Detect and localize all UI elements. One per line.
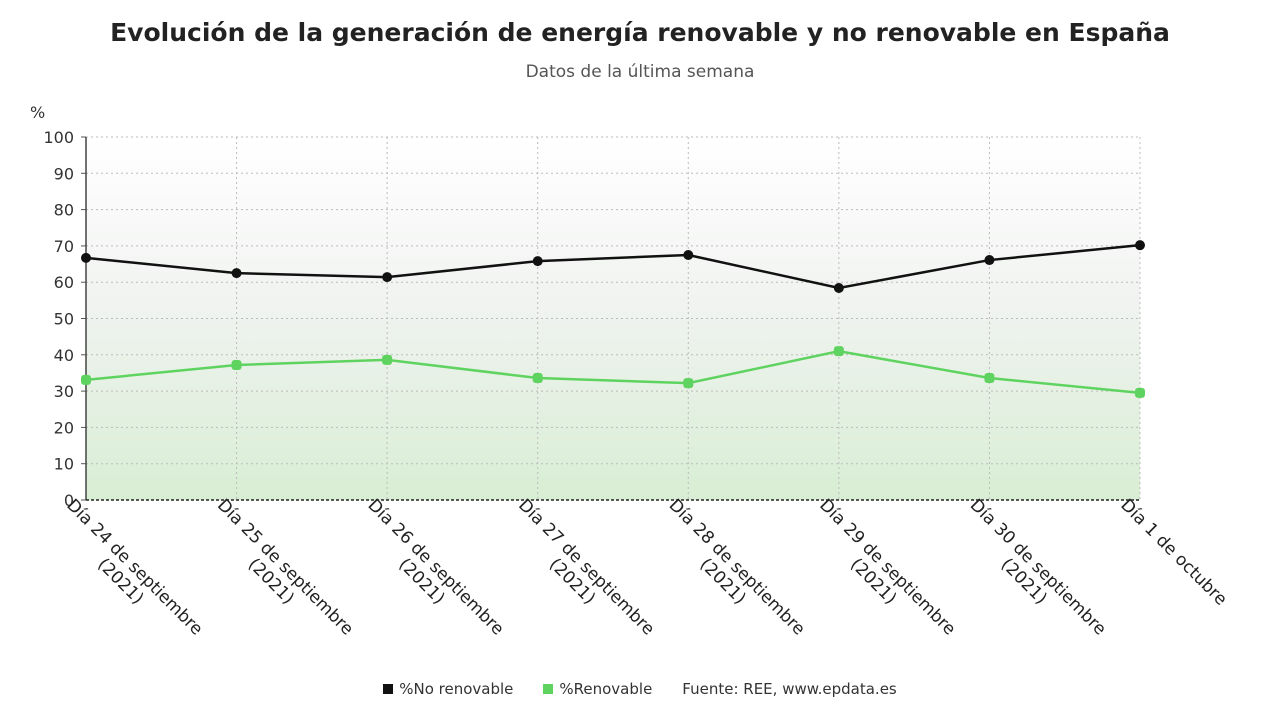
- data-point: [833, 283, 844, 294]
- x-tick-label: Día 30 de septiembre(2021): [966, 495, 1110, 639]
- legend-swatch: [383, 684, 394, 694]
- x-tick-label: Día 25 de septiembre(2021): [213, 495, 357, 639]
- y-tick-label: 80: [54, 201, 74, 220]
- x-tick-label: Día 24 de septiembre(2021): [62, 495, 206, 639]
- x-tick-label: Día 28 de septiembre(2021): [665, 495, 809, 639]
- data-point: [382, 272, 393, 283]
- x-tick-label-line: Día 24 de septiembre: [62, 495, 206, 639]
- y-tick-label: 70: [54, 237, 74, 256]
- x-tick-label-line: Día 30 de septiembre: [966, 495, 1110, 639]
- y-tick-label: 20: [54, 418, 74, 437]
- y-tick-label: 40: [54, 346, 74, 365]
- x-tick-label-line: Día 27 de septiembre: [514, 495, 658, 639]
- y-tick-label: 90: [54, 164, 74, 183]
- y-tick-label: 30: [54, 382, 74, 401]
- x-tick-label-line: Día 25 de septiembre: [213, 495, 357, 639]
- y-tick-label: 50: [54, 310, 74, 329]
- y-tick-label: 10: [54, 455, 74, 474]
- data-point: [683, 249, 694, 260]
- source-text: Fuente: REE, www.epdata.es: [682, 680, 897, 698]
- y-tick-label: 100: [43, 128, 74, 147]
- chart-subtitle: Datos de la última semana: [525, 62, 755, 82]
- y-axis-label: %: [30, 103, 45, 122]
- data-point: [833, 346, 844, 357]
- legend-swatch: [543, 684, 554, 694]
- data-point: [984, 373, 995, 384]
- data-point: [231, 359, 242, 370]
- data-point: [984, 255, 995, 266]
- data-point: [683, 378, 694, 389]
- x-tick-label: Día 29 de septiembre(2021): [815, 495, 959, 639]
- series-line-no-renovable: [85, 243, 1141, 290]
- x-tick-label: Día 27 de septiembre(2021): [514, 495, 658, 639]
- data-point: [231, 268, 242, 279]
- x-tick-label-line: Día 29 de septiembre: [815, 495, 959, 639]
- legend: %No renovable %Renovable Fuente: REE, ww…: [0, 680, 1280, 698]
- data-point: [81, 374, 91, 385]
- x-tick-label-line: Día 1 de octubre: [1116, 495, 1230, 609]
- legend-item-renovable[interactable]: %Renovable: [543, 680, 652, 698]
- data-point: [81, 252, 91, 263]
- data-point: [532, 256, 543, 267]
- x-tick-label-line: Día 28 de septiembre: [665, 495, 809, 639]
- x-tick-label: Día 26 de septiembre(2021): [364, 495, 508, 639]
- legend-item-no-renovable[interactable]: %No renovable: [383, 680, 513, 698]
- source-note: Fuente: REE, www.epdata.es: [682, 680, 896, 698]
- y-tick-label: 60: [54, 273, 74, 292]
- x-tick-label: Día 1 de octubre: [1116, 495, 1230, 609]
- data-point: [532, 373, 543, 384]
- data-point: [1135, 387, 1145, 398]
- legend-label: %No renovable: [399, 680, 514, 698]
- series-line-renovable: [85, 349, 1141, 395]
- y-tick-label: 0: [64, 491, 74, 510]
- chart-title: Evolución de la generación de energía re…: [110, 18, 1170, 47]
- x-tick-label-line: Día 26 de septiembre: [364, 495, 508, 639]
- legend-label: %Renovable: [559, 680, 653, 698]
- data-point: [1135, 240, 1145, 251]
- data-point: [382, 354, 393, 365]
